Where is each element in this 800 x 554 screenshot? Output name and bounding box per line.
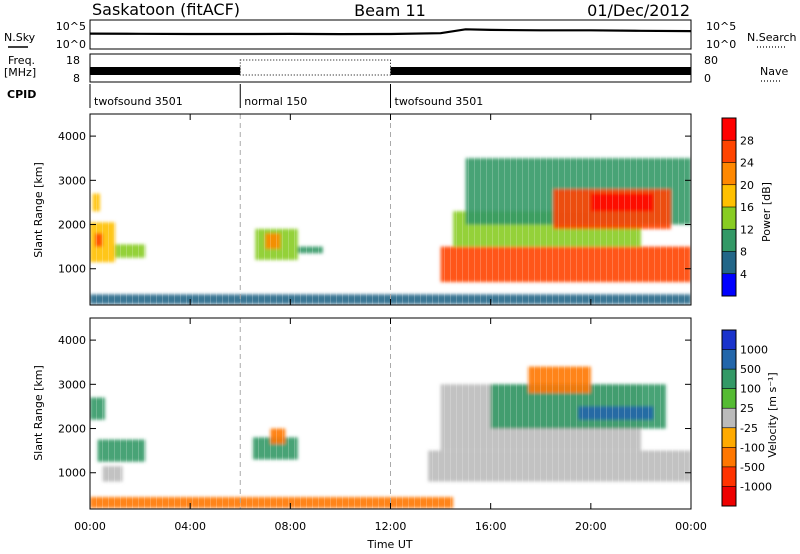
beam-title: Beam 11	[354, 1, 426, 20]
velocity-mode-change-lines	[239, 318, 391, 509]
colorbar-swatch	[722, 162, 736, 186]
range-tick-label: 4000	[58, 334, 86, 347]
colorbar-frame	[721, 329, 737, 507]
freq-bar-segment	[390, 67, 691, 75]
colorbar-tick-label: 100	[740, 383, 761, 396]
freq-bar-segment	[90, 67, 241, 75]
time-axis: 00:00 04:00 08:00 12:00 16:00 20:00 00:00	[74, 114, 707, 533]
date-title: 01/Dec/2012	[587, 1, 690, 20]
freq-label: Freq.	[8, 54, 35, 67]
colorbar-tick-label: -1000	[740, 480, 772, 493]
time-tick-label: 08:00	[274, 520, 306, 533]
freq-normal-mode-box	[239, 59, 391, 76]
nsky-series-line	[89, 28, 692, 36]
noise-right-tick-top: 10^5	[706, 20, 736, 33]
colorbar-swatch	[722, 330, 736, 351]
time-tick-label: 04:00	[174, 520, 206, 533]
colorbar-tick-label: 20	[740, 179, 754, 192]
colorbar-tick-label: 28	[740, 134, 754, 147]
colorbar-tick-label: -25	[740, 422, 758, 435]
cpid-label: CPID	[7, 88, 36, 101]
colorbar-swatch	[722, 369, 736, 390]
range-tick-label: 3000	[58, 378, 86, 391]
station-title: Saskatoon (fitACF)	[92, 0, 240, 19]
freq-tick-bottom: 8	[73, 72, 80, 85]
freq-unit-label: [MHz]	[4, 66, 36, 79]
freq-series	[90, 59, 691, 76]
time-axis-label: Time UT	[366, 538, 412, 551]
colorbar-tick-label: 12	[740, 223, 754, 236]
time-tick-label: 16:00	[475, 520, 507, 533]
cpid-segment-label: twofsound 3501	[94, 95, 183, 108]
colorbar-tick-label: 500	[740, 363, 761, 376]
colorbar-swatch	[722, 273, 736, 297]
colorbar-swatch	[722, 486, 736, 507]
power-colorbar-label: Power [dB]	[760, 182, 773, 242]
colorbar-tick-label: 16	[740, 201, 754, 214]
colorbar-swatch	[722, 466, 736, 487]
time-tick-label: 20:00	[575, 520, 607, 533]
colorbar-swatch	[722, 207, 736, 230]
nave-tick-top: 80	[704, 54, 718, 67]
colorbar-swatch	[722, 388, 736, 409]
colorbar-swatch	[722, 349, 736, 370]
colorbar-tick-label: 4	[740, 268, 747, 281]
range-tick-label: 1000	[58, 467, 86, 480]
power-colorbar: 28 24 20 16 12 8 4	[721, 117, 754, 297]
noise-right-tick-bottom: 10^0	[706, 38, 736, 51]
range-tick-label: 4000	[58, 130, 86, 143]
time-tick-label: 12:00	[375, 520, 407, 533]
colorbar-tick-label: 25	[740, 402, 754, 415]
cpid-segment-label: twofsound 3501	[395, 95, 484, 108]
power-ylabel: Slant Range [km]	[32, 162, 45, 258]
range-tick-label: 2000	[58, 423, 86, 436]
velocity-ylabel: Slant Range [km]	[32, 365, 45, 461]
colorbar-swatch	[722, 447, 736, 468]
colorbar-swatch	[722, 184, 736, 208]
velocity-yaxis: 4000 3000 2000 1000	[58, 334, 691, 480]
noise-left-tick-bottom: 10^0	[56, 38, 86, 51]
colorbar-tick-label: -100	[740, 441, 765, 454]
range-tick-label: 1000	[58, 263, 86, 276]
nave-label: Nave	[760, 65, 788, 78]
range-tick-label: 3000	[58, 174, 86, 187]
velocity-colorbar-label: Velocity [m s⁻¹]	[766, 372, 779, 457]
cpid-segments: twofsound 3501 normal 150 twofsound 3501	[94, 84, 483, 108]
colorbar-swatch	[722, 251, 736, 275]
colorbar-swatch	[722, 427, 736, 448]
nsky-label: N.Sky	[4, 31, 36, 44]
power-mode-change-lines	[239, 114, 391, 305]
colorbar-tick-label: 8	[740, 246, 747, 259]
colorbar-swatch	[722, 118, 736, 141]
colorbar-swatch	[722, 140, 736, 163]
range-tick-label: 2000	[58, 219, 86, 232]
noise-left-label: N.Sky	[4, 31, 36, 48]
time-tick-label: 00:00	[675, 520, 707, 533]
nsearch-label: N.Search	[747, 31, 797, 44]
power-yaxis: 4000 3000 2000 1000	[58, 130, 691, 276]
colorbar-swatch	[722, 229, 736, 252]
velocity-colorbar: 1000 500 100 25 -25 -100 -500 -1000	[721, 329, 772, 507]
colorbar-swatch	[722, 408, 736, 429]
noise-left-tick-top: 10^5	[56, 20, 86, 33]
colorbar-tick-label: -500	[740, 461, 765, 474]
cpid-segment-label: normal 150	[244, 95, 307, 108]
colorbar-tick-label: 24	[740, 157, 754, 170]
colorbar-tick-label: 1000	[740, 344, 768, 357]
freq-tick-top: 18	[66, 54, 80, 67]
time-tick-label: 00:00	[74, 520, 106, 533]
nave-tick-bottom: 0	[704, 72, 711, 85]
